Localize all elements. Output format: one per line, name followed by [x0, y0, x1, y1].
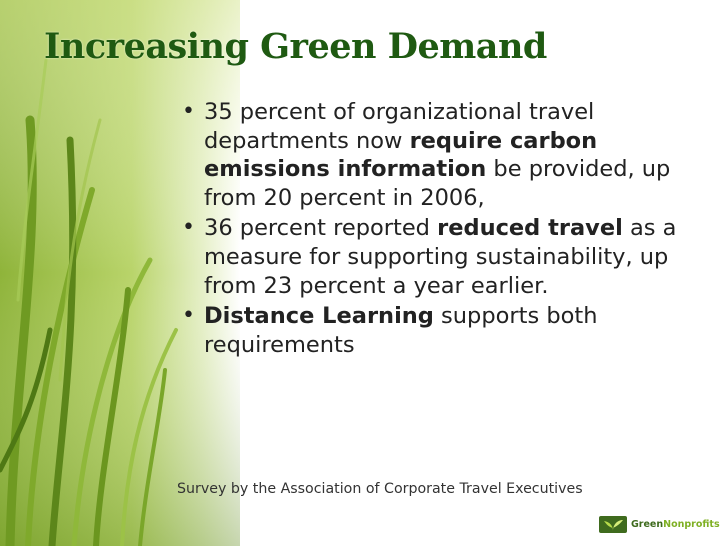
bullet-item: • 36 percent reported reduced travel as a…: [180, 214, 710, 300]
sprout-icon: [599, 516, 627, 533]
source-footnote: Survey by the Association of Corporate T…: [177, 481, 583, 497]
logo-word-green: Green: [631, 518, 664, 530]
bullet-text: as a measure for supporting sustainabili…: [204, 215, 677, 299]
bullet-item: • Distance Learning supports both require…: [180, 302, 710, 359]
bullet-emphasis: Distance Learning: [204, 303, 434, 330]
bullet-text: supports both requirements: [204, 303, 598, 358]
bullet-emphasis: reduced travel: [437, 215, 623, 242]
grass-background: [0, 0, 240, 546]
bullet-item: • 35 percent of organizational travel dep…: [180, 98, 710, 212]
greennonprofits-logo: GreenNonprofits: [598, 514, 723, 534]
bullet-text: 35 percent of organizational travel depa…: [204, 99, 595, 154]
bullet-list: • 35 percent of organizational travel dep…: [180, 98, 710, 361]
slide-title: Increasing Green Demand: [44, 26, 547, 67]
bullet-glyph: •: [182, 215, 195, 241]
bullet-text: 36 percent reported: [204, 215, 438, 242]
bullet-glyph: •: [182, 303, 195, 329]
grass-illustration: [0, 0, 240, 546]
bullet-glyph: •: [182, 99, 195, 124]
logo-word-nonprofits: Nonprofits: [663, 518, 720, 530]
bullet-text: be provided, up from 20 percent in 2006,: [204, 156, 671, 211]
bullet-emphasis: require carbon emissions information: [204, 127, 598, 183]
